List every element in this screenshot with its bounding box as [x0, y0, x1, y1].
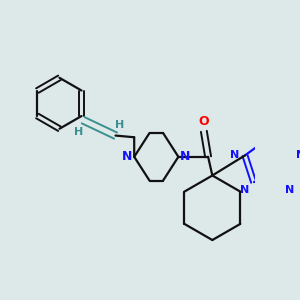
- Text: N: N: [296, 150, 300, 161]
- Text: N: N: [180, 150, 190, 163]
- Text: H: H: [74, 127, 83, 137]
- Text: O: O: [199, 116, 209, 128]
- Text: N: N: [230, 150, 239, 161]
- Text: N: N: [285, 185, 295, 196]
- Text: N: N: [241, 185, 250, 196]
- Text: H: H: [115, 120, 124, 130]
- Text: N: N: [122, 150, 133, 163]
